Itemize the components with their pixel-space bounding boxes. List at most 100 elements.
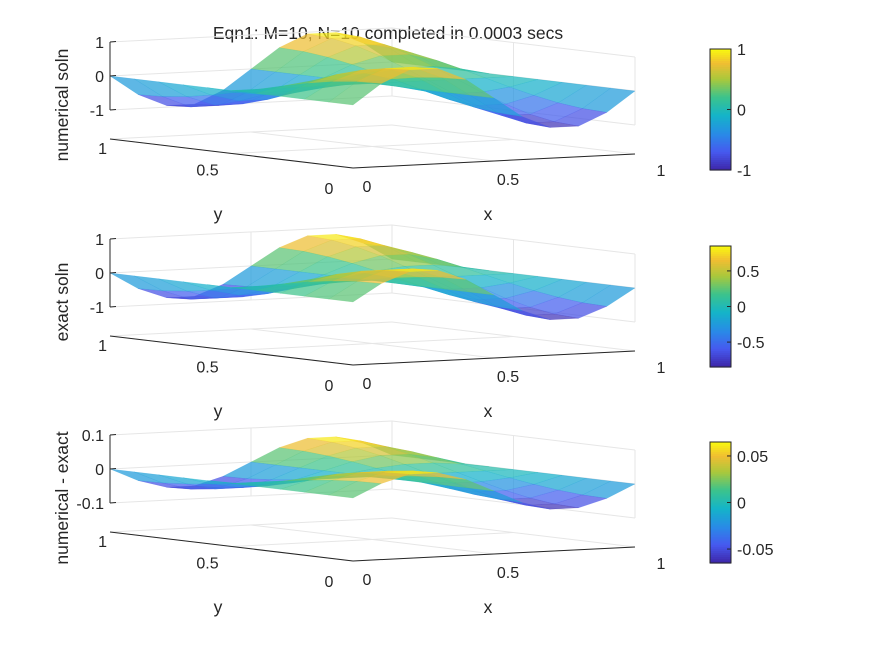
colorbar-tick-label: 0 [737,103,746,120]
surface-patch [497,112,551,128]
surface-patch [134,471,187,485]
z-tick-label: 0 [95,69,104,86]
z-tick-label: -1 [90,300,104,317]
z-axis-label: exact soln [52,263,72,342]
y-tick-label: 0.5 [196,556,218,573]
colorbar-tick-label: 1 [737,42,746,59]
x-tick-label: 1 [657,556,666,573]
colorbar-tick-label: 0 [737,496,746,513]
surface-patch [445,484,498,500]
x-tick-label: 0 [363,179,372,196]
surface-patch [356,472,410,484]
surface-patch [485,469,538,479]
y-tick-label: 0.5 [196,163,218,180]
x-tick-label: 0.5 [497,565,519,582]
surface-patch [385,66,438,71]
surface-patch [385,470,438,475]
surface-patch [408,453,462,465]
y-axis-line [109,138,354,169]
colorbar-tick-label: 0 [737,300,746,317]
surface-patch [554,494,607,509]
y-axis-label: y [214,204,223,224]
colorbar-tick-label: 0.05 [737,449,768,466]
y-axis-line [109,531,354,562]
surface-patch [408,54,462,70]
surface-patch [533,279,588,298]
subplot-1: -1 0 1 0 0.5 1 0 0.5 1 x y numerical soln -1 0 1 [52,27,751,224]
surface-patch [158,81,212,97]
colorbar-tick-label: -0.5 [737,335,765,352]
colorbar-tick-label: -1 [737,163,751,180]
surface-patch [526,503,579,510]
surface [109,234,636,320]
y-tick-label: 0 [325,181,334,198]
x-tick-label: 1 [657,163,666,180]
x-tick-label: 0 [363,376,372,393]
surface-patch [255,281,309,294]
y-tick-label: 0 [325,378,334,395]
surface-patch [182,84,236,96]
x-tick-label: 0 [363,572,372,589]
surface-patch [441,277,495,296]
z-tick-label: 1 [95,35,104,52]
surface-patch [158,474,212,485]
x-axis-label: x [484,597,493,617]
x-axis-line [352,546,636,562]
z-axis-label: numerical soln [52,49,72,162]
z-tick-label: -0.1 [76,496,104,513]
surface-patch [214,293,268,299]
surface-patch [384,44,437,61]
surface-patch [280,280,333,297]
z-axis-label: numerical - exact [52,431,72,564]
surface-patch [355,68,411,84]
y-tick-label: 1 [98,338,107,355]
y-tick-label: 1 [98,534,107,551]
z-tick-label: 1 [95,232,104,249]
z-tick-label: 0 [95,266,104,283]
subplot-2: -1 0 1 0 0.5 1 0 0.5 1 x y exact soln -0.5 0 0.5 [52,224,765,421]
colorbar-tick-label: -0.05 [737,542,774,559]
subplot-3: -0.1 0 0.1 0 0.5 1 0 0.5 1 x y numerical - exact -0.… [52,420,774,617]
surface-patch [553,302,608,319]
z-tick-label: 0.1 [82,428,104,445]
x-tick-label: 1 [657,360,666,377]
surface-patch [526,313,579,320]
colorbar: -0.5 0 0.5 [709,245,765,368]
surface-patch [469,487,523,503]
colorbar: -1 0 1 [709,42,751,180]
surface-patch [327,281,382,303]
surface-patch [328,81,382,106]
y-axis-line [109,335,354,366]
y-axis-label: y [214,401,223,421]
y-tick-label: 0.5 [196,360,218,377]
surface [109,32,636,128]
colorbar: -0.05 0 0.05 [709,441,774,564]
surface-patch [469,291,523,311]
y-tick-label: 0 [325,574,334,591]
surface-patch [436,457,490,467]
z-tick-label: 0 [95,462,104,479]
x-axis-label: x [484,204,493,224]
surface-patch [355,245,409,256]
z-tick-label: -1 [90,103,104,120]
surface-patch [384,446,437,458]
colorbar-tick-label: 0.5 [737,264,759,281]
surface-patch [231,480,285,487]
x-tick-label: 0.5 [497,369,519,386]
surface-patch [327,481,383,499]
y-tick-label: 1 [98,141,107,158]
surface-patch [385,268,438,272]
x-axis-label: x [484,401,493,421]
x-axis-line [352,350,636,366]
surface-patch [581,480,636,499]
figure-title: Eqn1: M=10, N=10 completed in 0.0003 sec… [213,23,563,43]
y-axis-label: y [214,597,223,617]
x-axis-line [352,153,636,169]
surface-patch [190,103,244,108]
x-tick-label: 0.5 [497,172,519,189]
surface-patch [109,468,163,484]
surface [109,436,636,510]
surface-patch [417,475,470,489]
surface-patch [445,288,499,308]
